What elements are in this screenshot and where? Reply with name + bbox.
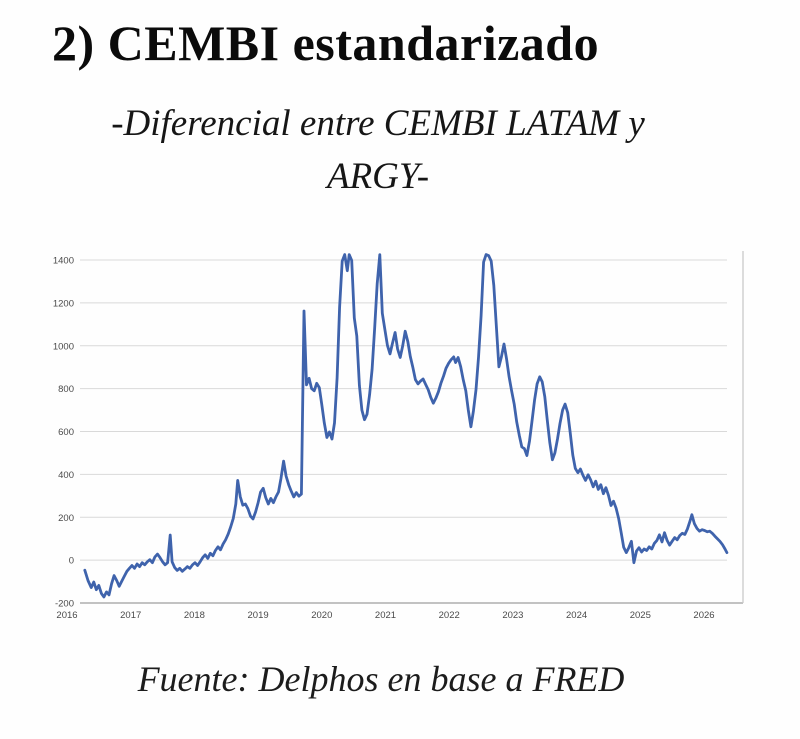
y-tick-label: 0 <box>69 556 74 567</box>
x-tick-label: 2025 <box>630 610 651 621</box>
y-tick-label: 200 <box>58 513 74 524</box>
cembi-diferencial-chart: 1400 1200 1000 800 600 400 200 0 -200 2016 2017 201… <box>28 233 776 638</box>
x-tick-label: 2017 <box>120 610 141 621</box>
y-tick-label: 1400 <box>53 256 74 267</box>
y-tick-label: 800 <box>58 384 74 395</box>
y-tick-label: 400 <box>58 470 74 481</box>
x-tick-label: 2018 <box>184 610 205 621</box>
chart-subtitle: -Diferencial entre CEMBI LATAM y ARGY- <box>0 98 756 203</box>
y-tick-label: 1200 <box>53 298 74 309</box>
x-tick-label: 2026 <box>693 610 714 621</box>
chart-subtitle-line1: -Diferencial entre CEMBI LATAM y <box>111 103 645 144</box>
x-tick-label: 2024 <box>566 610 587 621</box>
x-tick-label: 2020 <box>311 610 332 621</box>
x-tick-label: 2023 <box>502 610 523 621</box>
x-tick-label: 2021 <box>375 610 396 621</box>
diferencial-series-line <box>83 253 729 599</box>
page-title: 2) CEMBI estandarizado <box>52 15 600 71</box>
y-tick-label: 1000 <box>53 341 74 352</box>
y-tick-label: -200 <box>55 599 74 610</box>
x-tick-label: 2016 <box>56 610 77 621</box>
chart-subtitle-line2: ARGY- <box>326 155 430 197</box>
x-tick-label: 2022 <box>439 610 460 621</box>
y-tick-label: 600 <box>58 427 74 438</box>
x-tick-label: 2019 <box>248 610 269 621</box>
source-caption: Fuente: Delphos en base a FRED <box>137 659 625 699</box>
